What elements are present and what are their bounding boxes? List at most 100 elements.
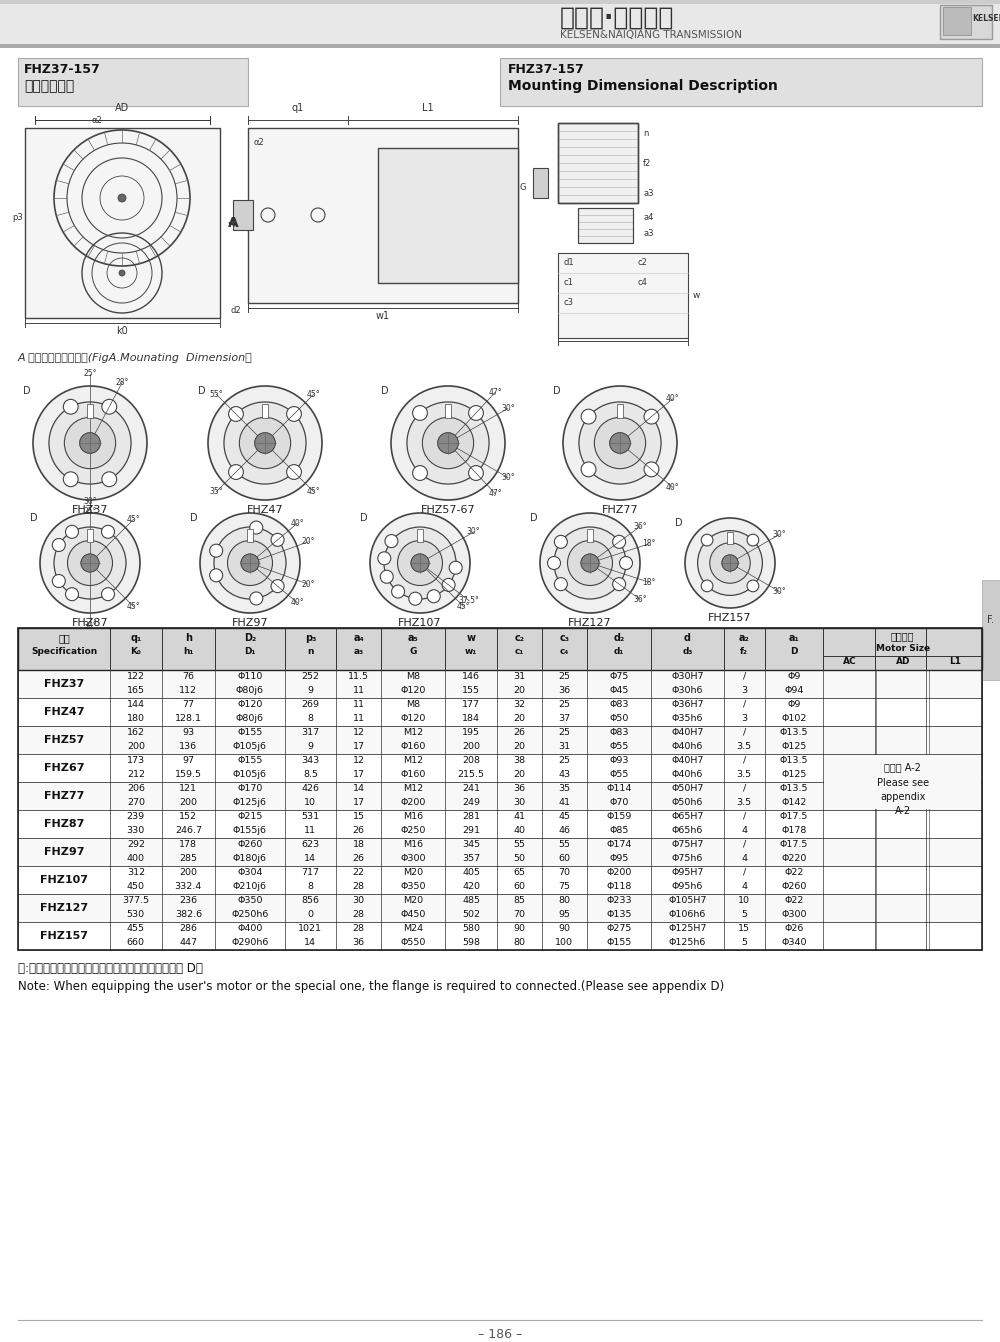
- Text: 28°: 28°: [116, 377, 129, 386]
- Text: 电机尺寸: 电机尺寸: [891, 631, 914, 641]
- Ellipse shape: [33, 386, 147, 501]
- Text: 35: 35: [558, 784, 570, 793]
- Text: Φ125: Φ125: [781, 742, 807, 750]
- Ellipse shape: [119, 270, 125, 276]
- Text: 20: 20: [513, 742, 525, 750]
- Text: α2: α2: [92, 115, 102, 125]
- Bar: [982, 580, 1000, 680]
- Text: 660: 660: [127, 938, 145, 946]
- Ellipse shape: [224, 403, 306, 484]
- Ellipse shape: [255, 432, 275, 454]
- Text: 注:电机需方配或配特殊电机时需加联接法兰（见附录 D）: 注:电机需方配或配特殊电机时需加联接法兰（见附录 D）: [18, 962, 203, 976]
- Text: FHZ37-157: FHZ37-157: [24, 63, 101, 76]
- Text: 184: 184: [462, 714, 480, 722]
- Bar: [247, 529, 253, 542]
- Bar: [18, 754, 982, 782]
- Text: 45°: 45°: [127, 603, 141, 612]
- Text: 623: 623: [301, 840, 319, 848]
- Bar: [558, 254, 688, 338]
- Text: 8.5: 8.5: [303, 770, 318, 778]
- Text: Φ155: Φ155: [237, 727, 263, 737]
- Text: 178: 178: [179, 840, 197, 848]
- Text: Φ120: Φ120: [237, 699, 263, 709]
- Text: 20: 20: [513, 686, 525, 695]
- Text: d₂: d₂: [613, 633, 625, 643]
- Ellipse shape: [102, 400, 117, 415]
- Text: 173: 173: [127, 756, 145, 765]
- Text: 60: 60: [513, 882, 525, 891]
- Text: 28: 28: [353, 882, 365, 891]
- Text: Φ220: Φ220: [781, 854, 807, 863]
- Ellipse shape: [413, 466, 427, 480]
- Text: Φ30h6: Φ30h6: [672, 686, 703, 695]
- Bar: [25, 127, 220, 318]
- Text: a₁: a₁: [789, 633, 799, 643]
- Text: Φ159: Φ159: [606, 812, 632, 821]
- Ellipse shape: [66, 525, 78, 538]
- Bar: [533, 168, 548, 199]
- Text: M8: M8: [406, 671, 420, 680]
- Text: D: D: [790, 647, 798, 656]
- Text: 200: 200: [179, 797, 197, 807]
- Text: Φ75h6: Φ75h6: [672, 854, 703, 863]
- Text: FHZ77: FHZ77: [602, 505, 638, 515]
- Text: 450: 450: [127, 882, 145, 891]
- Text: 345: 345: [462, 840, 480, 848]
- Text: w₁: w₁: [465, 647, 477, 656]
- Text: Φ83: Φ83: [609, 699, 629, 709]
- Text: 159.5: 159.5: [175, 770, 202, 778]
- Text: 25°: 25°: [83, 369, 97, 378]
- Text: α2: α2: [253, 138, 264, 148]
- Bar: [87, 404, 93, 419]
- Ellipse shape: [685, 518, 775, 608]
- Bar: [18, 811, 982, 837]
- Text: Φ250h6: Φ250h6: [231, 910, 269, 919]
- Text: 152: 152: [179, 812, 197, 821]
- Text: Φ50h6: Φ50h6: [672, 797, 703, 807]
- Ellipse shape: [118, 195, 126, 203]
- Text: M12: M12: [403, 784, 423, 793]
- Text: 18°: 18°: [642, 577, 656, 586]
- Text: 17: 17: [353, 742, 365, 750]
- Text: 4: 4: [741, 854, 747, 863]
- Text: 30°: 30°: [501, 404, 515, 413]
- Text: 80: 80: [513, 938, 525, 946]
- Ellipse shape: [747, 580, 759, 592]
- Bar: [500, 58, 982, 106]
- Text: Φ95H7: Φ95H7: [671, 868, 704, 876]
- Text: Φ22: Φ22: [784, 868, 804, 876]
- Ellipse shape: [449, 561, 462, 574]
- Bar: [824, 756, 981, 809]
- Text: 40°: 40°: [666, 395, 680, 403]
- Text: 85: 85: [513, 895, 525, 905]
- Ellipse shape: [427, 589, 440, 603]
- Text: Φ160: Φ160: [401, 742, 426, 750]
- Text: Φ36H7: Φ36H7: [671, 699, 704, 709]
- Text: c1: c1: [563, 278, 573, 287]
- Text: 3.5: 3.5: [737, 797, 752, 807]
- Text: L1: L1: [422, 103, 434, 113]
- Text: /: /: [743, 699, 746, 709]
- Text: 20°: 20°: [302, 537, 315, 546]
- Text: – 186 –: – 186 –: [478, 1329, 522, 1341]
- Text: 9: 9: [307, 686, 313, 695]
- Text: Φ300: Φ300: [400, 854, 426, 863]
- Text: Φ155: Φ155: [237, 756, 263, 765]
- Text: Φ75H7: Φ75H7: [671, 840, 704, 848]
- Text: G: G: [520, 184, 526, 192]
- Text: 447: 447: [179, 938, 197, 946]
- Ellipse shape: [411, 554, 429, 572]
- Text: a3: a3: [643, 188, 654, 197]
- Text: KELSEN&NAIQIANG TRANSMISSION: KELSEN&NAIQIANG TRANSMISSION: [560, 30, 742, 40]
- Text: Φ210j6: Φ210j6: [233, 882, 267, 891]
- Text: D: D: [23, 386, 31, 396]
- Text: 11: 11: [353, 686, 365, 695]
- Text: 200: 200: [462, 742, 480, 750]
- Text: Φ260: Φ260: [237, 840, 263, 848]
- Text: Φ40h6: Φ40h6: [672, 770, 703, 778]
- Ellipse shape: [250, 592, 263, 605]
- Bar: [617, 404, 623, 419]
- Text: /: /: [743, 784, 746, 793]
- Text: 28: 28: [353, 910, 365, 919]
- Text: 215.5: 215.5: [458, 770, 485, 778]
